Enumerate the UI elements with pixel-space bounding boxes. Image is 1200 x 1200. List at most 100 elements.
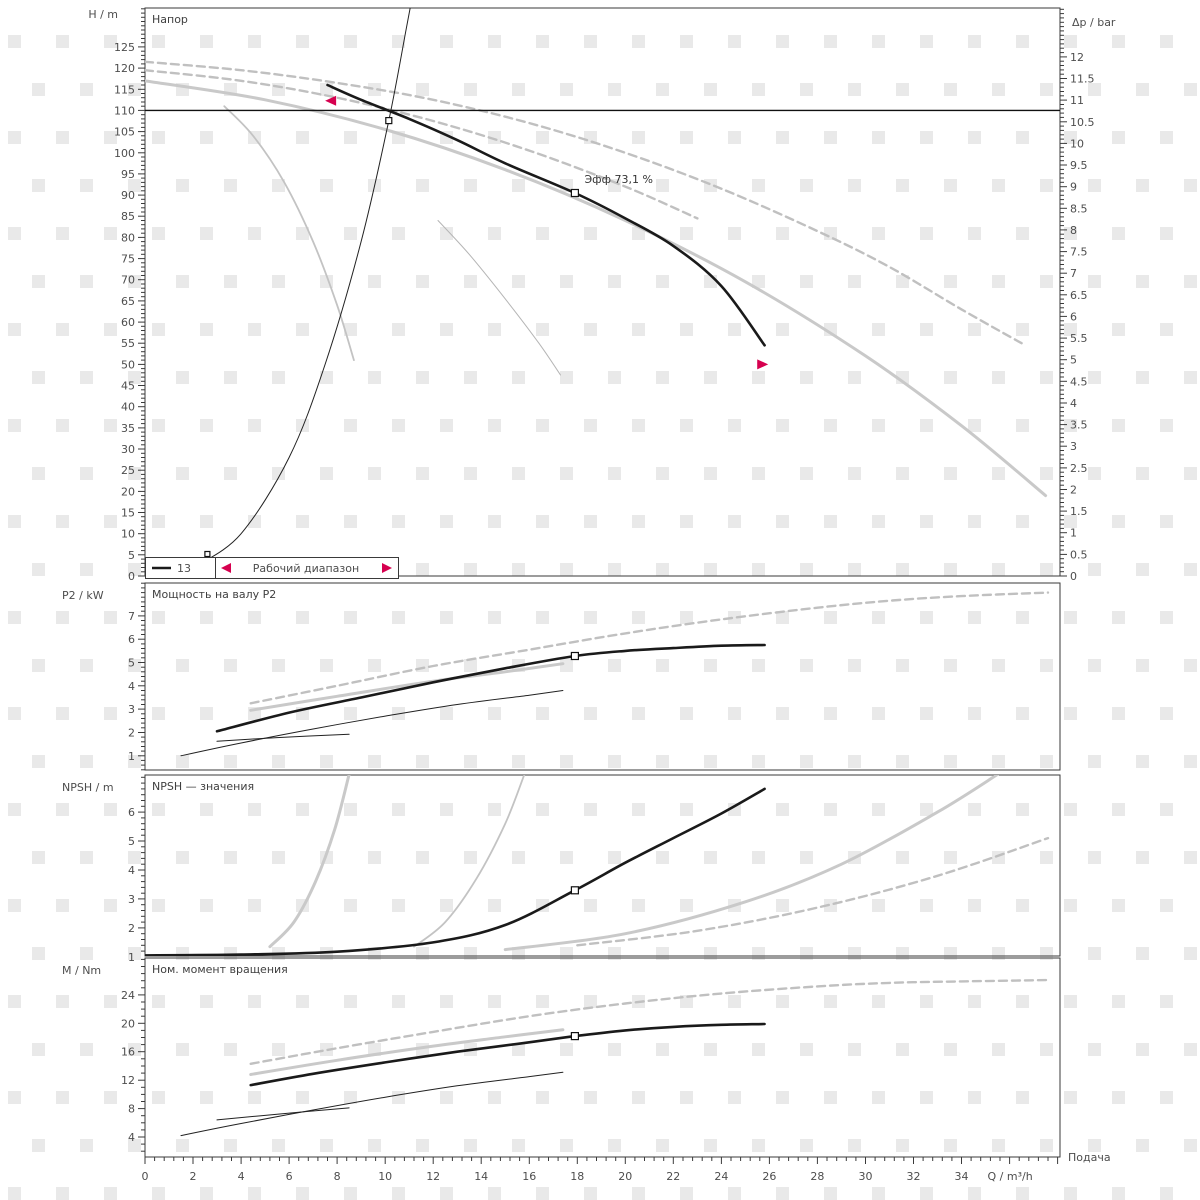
legend-right-arrow-icon [382,563,392,573]
curve-torque-selected [249,1022,766,1087]
x-tick-label: 18 [570,1170,584,1183]
curve-torque-dashed-top [249,978,1050,1065]
head-axis-unit-label: H / m [88,8,118,21]
curve-p2-thin-b [216,733,350,742]
y-tick-label: 4 [1070,397,1077,410]
y-tick-label: 3 [1070,440,1077,453]
x-tick-label: 24 [714,1170,728,1183]
y-tick-label: 7 [1070,267,1077,280]
y-tick-label: 20 [121,1017,135,1030]
panel-title-text: Ном. момент вращения [152,963,288,976]
y-tick-label: 80 [121,231,135,244]
y-tick-label: 55 [121,337,135,350]
x-tick-label: 32 [907,1170,921,1183]
duty-point-marker[interactable] [570,1031,580,1041]
y-tick-label: 95 [121,168,135,181]
y-tick-label: 45 [121,380,135,393]
y-tick-label: 2 [128,727,135,740]
pressure-axis-unit-label: Δp / bar [1072,16,1116,29]
panel-border [144,957,1061,1158]
y-tick-label: 85 [121,210,135,223]
duty-point-marker[interactable] [570,188,580,198]
x-axis-name-label: Подача [1068,1151,1111,1164]
working-range-end-arrow[interactable] [757,359,769,370]
x-axis-unit-label: Q / m³/h [988,1170,1033,1183]
y-tick-label: 50 [121,358,135,371]
y-tick-label: 1 [1070,527,1077,540]
y-axis-unit-label: P2 / kW [62,589,104,602]
y-tick-label: 12 [121,1074,135,1087]
curve-point-marker [204,550,211,558]
y-tick-label: 0.5 [1070,548,1088,561]
x-tick-label: 2 [190,1170,197,1183]
y-tick-label: 7 [128,610,135,623]
y-tick-label: 115 [114,83,135,96]
y-tick-label: 1 [128,951,135,964]
curve-alt-pump-max-speed [145,79,1048,498]
y-axis-unit-label: NPSH / m [62,781,114,794]
chart-panel-0: 0510152025303540455055606570758085909510… [88,7,1116,583]
y-tick-label: 5 [128,549,135,562]
legend-range-label: Рабочий диапазон [253,562,359,575]
x-tick-label: 34 [955,1170,969,1183]
y-tick-label: 75 [121,253,135,266]
working-range-legend: 13 Рабочий диапазон [145,557,399,579]
x-tick-label: 6 [286,1170,293,1183]
y-tick-label: 35 [121,422,135,435]
x-tick-label: 16 [522,1170,536,1183]
x-tick-label: 14 [474,1170,488,1183]
y-tick-label: 125 [114,41,135,54]
y-tick-label: 5.5 [1070,332,1088,345]
y-tick-label: 2 [128,922,135,935]
curve-reduced-speed-curve-1 [223,105,355,361]
curve-npsh-dashed [576,836,1050,947]
legend-box [145,557,399,579]
curve-p2-gray [249,662,565,712]
y-tick-label: 70 [121,274,135,287]
curve-torque-thin-b [216,1107,350,1121]
chart-panel-3: 4 8 12 16 20 24 Ном. момент вращения M / Nm [62,957,1061,1158]
chart-panel-2: 1 2 3 4 5 6 NPSH — значения NPSH / m [62,774,1061,964]
curve-p2-thin-a [180,690,564,757]
y-tick-label: 6 [1070,310,1077,323]
y-tick-label: 8 [128,1103,135,1116]
y-tick-label: 9 [1070,181,1077,194]
y-tick-label: 3 [128,893,135,906]
curve-torque-thin-a [180,1071,564,1137]
y-tick-label: 6 [128,633,135,646]
x-tick-label: 10 [378,1170,392,1183]
y-tick-label: 30 [121,443,135,456]
curve-alt-pump-dashed-high [145,60,1023,345]
y-tick-label: 40 [121,401,135,414]
curve-npsh-big [503,775,999,952]
duty-point-marker[interactable] [570,886,580,895]
y-tick-label: 11.5 [1070,73,1095,86]
y-tick-label: 15 [121,507,135,520]
y-tick-label: 60 [121,316,135,329]
legend-left-arrow-icon [221,563,231,573]
curve-torque-gray [249,1028,565,1076]
x-tick-label: 26 [762,1170,776,1183]
working-range-start-arrow[interactable] [325,95,337,106]
y-tick-label: 7.5 [1070,246,1088,259]
x-tick-label: 12 [426,1170,440,1183]
y-tick-label: 10 [1070,137,1084,150]
curve-point-marker[interactable] [385,116,393,125]
x-tick-label: 4 [238,1170,245,1183]
y-tick-label: 105 [114,126,135,139]
x-tick-label: 22 [666,1170,680,1183]
curve-p2-selected [215,643,766,733]
y-tick-label: 4.5 [1070,375,1088,388]
y-tick-label: 8 [1070,224,1077,237]
y-tick-label: 24 [121,989,135,1002]
chart-panel-1: 1 2 3 4 5 6 7 Мощность на валу P2 P2 / kW [62,582,1061,771]
y-tick-label: 5 [1070,354,1077,367]
y-tick-label: 8.5 [1070,202,1088,215]
y-tick-label: 100 [114,147,135,160]
y-tick-label: 110 [114,104,135,117]
panel-series [180,591,1050,757]
duty-point-marker[interactable] [570,651,580,661]
x-tick-label: 28 [810,1170,824,1183]
